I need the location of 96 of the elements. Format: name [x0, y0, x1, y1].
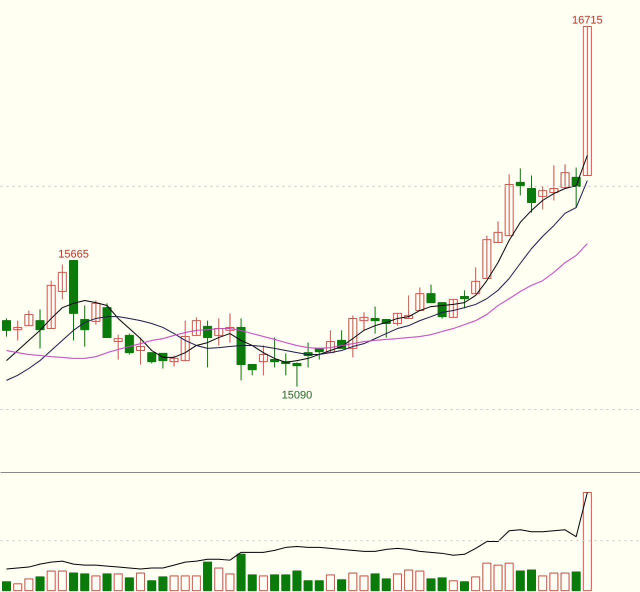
bar: [236, 554, 246, 592]
bar: [91, 575, 100, 592]
bar: [24, 578, 34, 592]
annotation: 15665: [58, 248, 89, 260]
bar: [258, 575, 268, 592]
bar: [370, 573, 380, 592]
bar: [314, 580, 324, 592]
candlestick: [448, 298, 458, 318]
candlestick: [114, 334, 123, 360]
bar: [102, 573, 112, 592]
candlestick: [370, 306, 380, 334]
candlestick: [180, 320, 190, 362]
bar: [292, 570, 302, 592]
bar: [460, 581, 469, 592]
candlestick: [136, 337, 146, 366]
bar: [582, 492, 592, 592]
candlestick: [2, 318, 12, 337]
annotation: 16715: [572, 14, 603, 26]
candlestick: [392, 312, 402, 326]
candlestick: [549, 164, 558, 201]
bar: [538, 575, 548, 592]
candlestick: [170, 355, 179, 367]
bar: [392, 573, 402, 592]
bar: [170, 575, 179, 592]
bar: [359, 575, 368, 592]
bar: [281, 574, 290, 592]
bar: [426, 578, 436, 592]
candlestick: [538, 186, 548, 210]
bar: [69, 572, 78, 592]
candlestick: [493, 221, 502, 243]
candlestick: [225, 312, 234, 344]
bar: [438, 577, 447, 592]
candlestick: [124, 333, 134, 355]
candlestick: [359, 312, 368, 331]
bar: [114, 573, 123, 592]
bar: [248, 574, 257, 592]
candlestick: [35, 308, 45, 349]
bar: [35, 576, 45, 592]
candlestick: [326, 330, 335, 354]
candlestick: [46, 280, 56, 330]
candlestick: [91, 300, 100, 326]
candlestick: [292, 362, 302, 387]
candlestick: [404, 294, 414, 319]
bar: [572, 571, 581, 592]
candlestick: [348, 315, 358, 358]
bar: [225, 573, 234, 592]
candlestick: [426, 284, 436, 304]
candlestick: [460, 290, 469, 309]
candlestick: [214, 318, 224, 346]
candlestick: [147, 352, 156, 364]
bar: [180, 575, 190, 592]
bar: [192, 575, 201, 592]
candlestick: [415, 287, 424, 312]
candlestick: [582, 26, 592, 176]
bar: [382, 578, 391, 592]
bar: [504, 562, 514, 592]
bar: [471, 576, 480, 592]
bar: [158, 576, 168, 592]
bar: [214, 568, 224, 592]
candlestick: [203, 320, 212, 368]
candlestick: [526, 175, 536, 214]
bar: [13, 583, 22, 592]
candlestick: [504, 174, 514, 236]
bar: [326, 574, 335, 592]
candlestick: [482, 235, 492, 279]
bar: [560, 572, 570, 592]
candlestick: [192, 316, 201, 336]
candlestick: [516, 168, 525, 196]
candlestick: [248, 364, 257, 376]
bar: [549, 572, 558, 592]
bar: [203, 562, 212, 592]
bar: [2, 581, 12, 592]
annotation: 15090: [282, 390, 312, 402]
bar: [404, 569, 414, 592]
bar: [448, 580, 458, 592]
bar: [58, 570, 67, 592]
candlestick: [58, 264, 67, 300]
candlestick: [13, 320, 22, 341]
candlestick: [471, 266, 480, 294]
bar: [415, 570, 424, 592]
bar: [482, 562, 492, 592]
bar: [136, 572, 146, 592]
candlestick: [258, 344, 268, 376]
bar: [304, 580, 313, 592]
bar: [147, 580, 156, 592]
bar: [80, 573, 90, 592]
bar: [516, 570, 525, 592]
bar: [337, 579, 346, 592]
candlestick: [560, 164, 570, 188]
bar: [493, 564, 502, 592]
bar: [526, 569, 536, 592]
candlestick: [24, 310, 34, 326]
bar: [270, 574, 280, 592]
bar: [348, 572, 358, 592]
bar: [124, 577, 134, 592]
bar: [46, 570, 56, 592]
